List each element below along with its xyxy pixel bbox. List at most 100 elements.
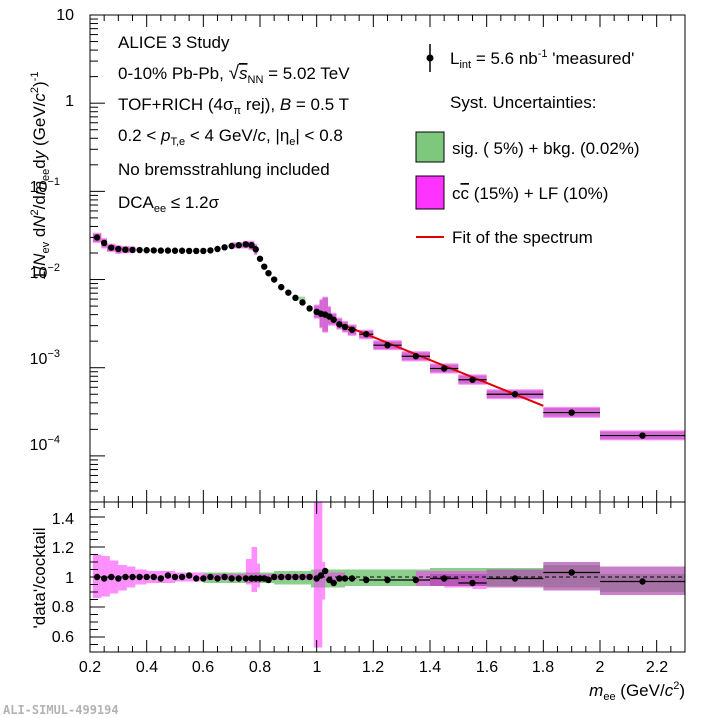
data-point xyxy=(100,239,108,247)
ratio-point xyxy=(235,575,242,582)
legend-data-marker xyxy=(426,54,434,62)
annotation-dca: DCAee ≤ 1.2σ xyxy=(118,193,220,215)
ratio-point xyxy=(228,575,235,582)
ratio-point xyxy=(100,575,108,582)
data-point xyxy=(214,245,221,253)
data-point xyxy=(639,432,646,439)
xtick-label-0.2: 0.2 xyxy=(79,659,101,676)
xtick-label-0.4: 0.4 xyxy=(136,659,158,676)
ratio-ytick-label-0.8: 0.8 xyxy=(52,599,74,616)
ratio-combined-band xyxy=(543,562,600,591)
data-point xyxy=(242,241,250,248)
ratio-point xyxy=(321,567,329,575)
data-point xyxy=(299,299,306,306)
ratio-point xyxy=(270,573,278,581)
data-point xyxy=(164,247,172,254)
ratio-point xyxy=(200,575,207,582)
xtick-label-1.4: 1.4 xyxy=(419,659,441,676)
data-point xyxy=(252,246,259,253)
data-point xyxy=(143,247,150,254)
ratio-point xyxy=(299,573,306,581)
top-ytick-label-0.1: 10−1 xyxy=(30,176,60,196)
ratio-point xyxy=(157,575,165,582)
ratio-point xyxy=(129,573,136,581)
ratio-combined-band xyxy=(430,574,487,586)
xtick-label-0.8: 0.8 xyxy=(249,659,271,676)
ratio-panel: 0.6 0.8 1 1.2 1.4 'data'/cocktail 0.2 0.… xyxy=(30,501,686,703)
ratio-point xyxy=(221,573,228,581)
data-point xyxy=(115,245,122,253)
legend: Lint = 5.6 nb-1 'measured' Syst. Uncerta… xyxy=(415,44,640,247)
ratio-ccbar-band xyxy=(245,559,252,585)
annotation-kinematics: 0.2 < pT,e < 4 GeV/c, |ηe| < 0.8 xyxy=(118,126,343,148)
ratio-point xyxy=(193,575,200,582)
ratio-point xyxy=(115,575,122,582)
xtick-label-1.8: 1.8 xyxy=(532,659,554,676)
data-point xyxy=(348,326,356,333)
ratio-ytick-label-0.6: 0.6 xyxy=(52,629,74,646)
legend-entry-fit: Fit of the spectrum xyxy=(416,228,593,247)
data-point xyxy=(248,242,255,249)
ratio-point xyxy=(317,572,325,579)
ratio-point xyxy=(164,572,172,579)
ratio-point xyxy=(440,575,448,582)
data-point xyxy=(511,391,519,398)
legend-entry-ccbar: cc (15%) + LF (10%) xyxy=(415,175,608,210)
xtick-label-0.6: 0.6 xyxy=(192,659,214,676)
ratio-point xyxy=(341,575,349,582)
top-ytick-label-10: 10 xyxy=(56,7,74,24)
data-point xyxy=(207,247,214,254)
ratio-point xyxy=(242,575,250,582)
data-point xyxy=(412,353,420,360)
data-point xyxy=(178,247,186,254)
ratio-point xyxy=(150,573,157,581)
data-point xyxy=(285,289,292,296)
xtick-label-2.2: 2.2 xyxy=(646,659,668,676)
legend-fit-label: Fit of the spectrum xyxy=(452,228,593,247)
data-point xyxy=(336,321,343,328)
ratio-ccbar-band xyxy=(322,562,326,600)
legend-entry-data: Lint = 5.6 nb-1 'measured' xyxy=(426,44,634,72)
xtick-label-2: 2 xyxy=(596,659,605,676)
ratio-data-points xyxy=(93,567,685,587)
ratio-point xyxy=(136,573,143,581)
top-axis-ticks xyxy=(89,14,686,503)
data-point xyxy=(261,263,268,270)
xtick-label-1.6: 1.6 xyxy=(476,659,498,676)
data-point xyxy=(200,247,207,255)
top-uncertainty-bands xyxy=(92,232,685,441)
ratio-point xyxy=(336,575,343,582)
data-point xyxy=(171,247,179,254)
data-point xyxy=(256,255,264,262)
xtick-label-1.2: 1.2 xyxy=(362,659,384,676)
data-point xyxy=(270,276,278,283)
ratio-point xyxy=(207,573,214,581)
ratio-point xyxy=(265,576,272,584)
ratio-point xyxy=(278,573,285,581)
ratio-ccbar-band xyxy=(257,563,260,588)
legend-sig-swatch xyxy=(415,131,445,163)
data-point xyxy=(306,305,313,312)
ratio-point xyxy=(306,573,313,581)
data-point xyxy=(384,342,391,349)
ratio-point xyxy=(363,576,370,584)
data-point xyxy=(129,246,136,254)
ratio-point xyxy=(143,573,150,581)
top-ytick-label-0.0001: 10−4 xyxy=(30,434,60,454)
data-point xyxy=(136,246,143,254)
top-sig-band xyxy=(296,296,306,301)
ratio-point xyxy=(285,573,292,581)
data-point xyxy=(122,246,129,253)
top-ytick-label-1: 1 xyxy=(65,93,74,110)
ratio-point xyxy=(639,578,646,585)
ratio-point xyxy=(214,575,221,582)
top-ytick-label-0.001: 10−3 xyxy=(30,348,60,368)
data-point xyxy=(568,409,575,416)
legend-data-label: Lint = 5.6 nb-1 'measured' xyxy=(450,48,634,71)
ratio-point xyxy=(511,575,519,582)
legend-ccbar-label: cc (15%) + LF (10%) xyxy=(452,184,608,203)
data-point xyxy=(278,283,285,291)
data-point xyxy=(185,247,193,255)
ratio-ytick-label-1.4: 1.4 xyxy=(52,511,74,528)
